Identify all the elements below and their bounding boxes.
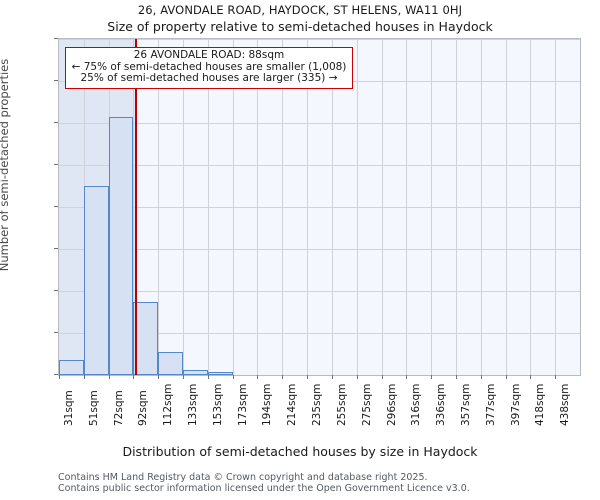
- x-axis-tick-label: 133sqm: [187, 383, 199, 426]
- grid-line-vertical: [357, 39, 358, 375]
- x-axis-tick-label: 173sqm: [237, 383, 249, 426]
- grid-line-horizontal: [59, 39, 580, 40]
- x-axis-tick-label: 418sqm: [534, 383, 546, 426]
- grid-line-horizontal: [59, 333, 580, 334]
- grid-line-vertical: [233, 39, 234, 375]
- grid-line-vertical: [456, 39, 457, 375]
- grid-line-vertical: [332, 39, 333, 375]
- x-axis-tick-mark: [59, 375, 60, 379]
- x-axis-tick-label: 214sqm: [286, 383, 298, 426]
- y-axis-tick-mark: [54, 290, 58, 291]
- x-axis-tick-mark: [183, 375, 184, 379]
- x-axis-title: Distribution of semi-detached houses by …: [122, 444, 478, 459]
- footer-attribution: Contains HM Land Registry data © Crown c…: [58, 472, 470, 494]
- annotation-line-1: 26 AVONDALE ROAD: 88sqm: [133, 49, 285, 61]
- x-axis-tick-mark: [282, 375, 283, 379]
- y-axis-tick-mark: [54, 248, 58, 249]
- x-axis-tick-label: 316sqm: [410, 383, 422, 426]
- x-axis-tick-label: 255sqm: [336, 383, 348, 426]
- x-axis-tick-label: 438sqm: [559, 383, 571, 426]
- x-axis-tick-mark: [357, 375, 358, 379]
- page-title: 26, AVONDALE ROAD, HAYDOCK, ST HELENS, W…: [137, 3, 463, 17]
- x-axis-tick-label: 235sqm: [311, 383, 323, 426]
- grid-line-vertical: [183, 39, 184, 375]
- histogram-bar: [158, 351, 183, 375]
- grid-line-horizontal: [59, 123, 580, 124]
- y-axis-tick-mark: [54, 164, 58, 165]
- x-axis-tick-mark: [257, 375, 258, 379]
- grid-line-vertical: [158, 39, 159, 375]
- x-axis-tick-mark: [456, 375, 457, 379]
- x-axis-tick-mark: [382, 375, 383, 379]
- grid-line-vertical: [555, 39, 556, 375]
- x-axis-tick-mark: [109, 375, 110, 379]
- histogram-bar: [109, 116, 133, 375]
- x-axis-tick-label: 92sqm: [137, 390, 149, 426]
- x-axis-tick-label: 194sqm: [261, 383, 273, 426]
- x-axis-tick-label: 377sqm: [485, 383, 497, 426]
- footer-line-2: Contains public sector information licen…: [58, 483, 470, 494]
- grid-line-horizontal: [59, 165, 580, 166]
- x-axis-tick-label: 357sqm: [460, 383, 472, 426]
- x-axis-tick-mark: [506, 375, 507, 379]
- y-axis-tick-mark: [54, 122, 58, 123]
- grid-line-vertical: [382, 39, 383, 375]
- x-axis-tick-mark: [332, 375, 333, 379]
- property-size-marker-line: [134, 39, 137, 375]
- annotation-line-3: 25% of semi-detached houses are larger (…: [80, 72, 338, 85]
- page-subtitle: Size of property relative to semi-detach…: [107, 19, 493, 34]
- y-axis-tick-mark: [54, 374, 58, 375]
- chart-canvas: [59, 39, 580, 375]
- grid-line-vertical: [208, 39, 209, 375]
- y-axis-tick-mark: [54, 332, 58, 333]
- grid-line-vertical: [406, 39, 407, 375]
- x-axis-tick-mark: [84, 375, 85, 379]
- histogram-bar: [84, 186, 109, 375]
- grid-line-vertical: [257, 39, 258, 375]
- grid-line-vertical: [282, 39, 283, 375]
- x-axis-tick-label: 296sqm: [386, 383, 398, 426]
- x-axis-tick-label: 72sqm: [113, 390, 125, 426]
- histogram-bar: [183, 369, 208, 375]
- x-axis-tick-label: 397sqm: [510, 383, 522, 426]
- grid-line-horizontal: [59, 249, 580, 250]
- x-axis-tick-mark: [208, 375, 209, 379]
- grid-line-vertical: [431, 39, 432, 375]
- grid-line-vertical: [530, 39, 531, 375]
- chart-plot-area: [58, 38, 581, 376]
- y-axis-tick-mark: [54, 38, 58, 39]
- histogram-bar: [59, 360, 84, 375]
- property-annotation-box: 26 AVONDALE ROAD: 88sqm ← 75% of semi-de…: [65, 47, 353, 90]
- x-axis-tick-mark: [406, 375, 407, 379]
- x-axis-tick-mark: [307, 375, 308, 379]
- x-axis-tick-mark: [530, 375, 531, 379]
- x-axis-tick-mark: [431, 375, 432, 379]
- grid-line-horizontal: [59, 291, 580, 292]
- grid-line-vertical: [307, 39, 308, 375]
- y-axis-tick-mark: [54, 80, 58, 81]
- x-axis-tick-mark: [481, 375, 482, 379]
- annotation-line-2: ← 75% of semi-detached houses are smalle…: [71, 60, 347, 73]
- x-axis-tick-mark: [133, 375, 134, 379]
- grid-line-vertical: [481, 39, 482, 375]
- grid-line-horizontal: [59, 207, 580, 208]
- footer-line-1: Contains HM Land Registry data © Crown c…: [58, 472, 428, 483]
- x-axis-tick-mark: [555, 375, 556, 379]
- y-axis-title: Number of semi-detached properties: [0, 58, 11, 272]
- grid-line-vertical: [133, 39, 134, 375]
- x-axis-tick-label: 31sqm: [63, 390, 75, 426]
- histogram-bar: [133, 301, 158, 375]
- y-axis-tick-mark: [54, 206, 58, 207]
- x-axis-tick-label: 336sqm: [435, 383, 447, 426]
- x-axis-tick-mark: [158, 375, 159, 379]
- x-axis-tick-label: 112sqm: [162, 383, 174, 426]
- grid-line-vertical: [506, 39, 507, 375]
- x-axis-tick-label: 51sqm: [88, 390, 100, 426]
- x-axis-tick-label: 153sqm: [212, 383, 224, 426]
- histogram-bar: [208, 372, 233, 375]
- x-axis-tick-mark: [233, 375, 234, 379]
- x-axis-tick-label: 275sqm: [361, 383, 373, 426]
